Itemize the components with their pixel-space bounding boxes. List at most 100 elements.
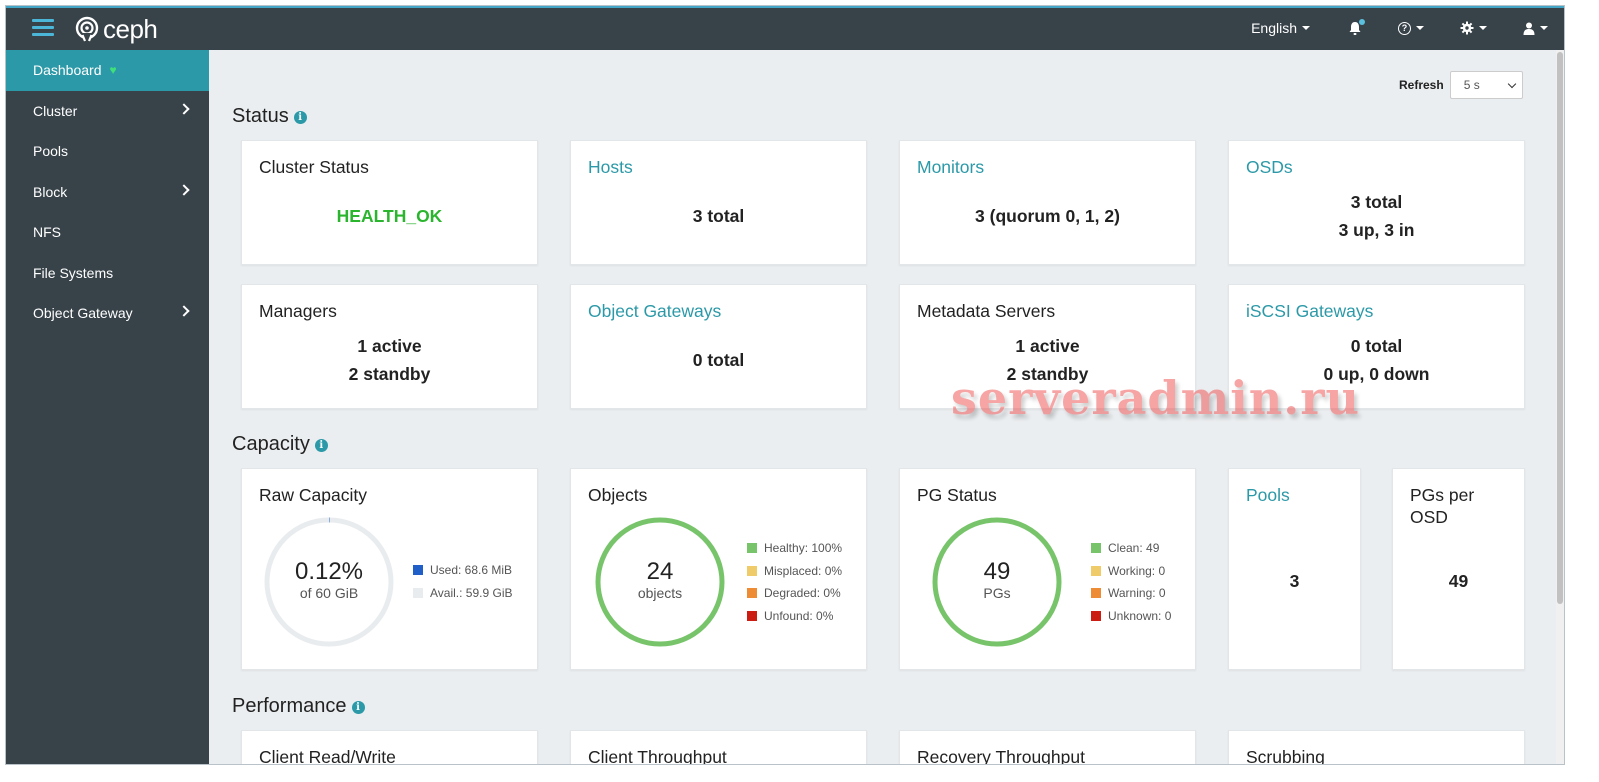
card-title: Metadata Servers [917, 301, 1056, 321]
sidebar-item-label: Pools [33, 143, 69, 160]
donut-clean-arc [932, 517, 1062, 647]
card-title: Client Throughput [588, 747, 727, 765]
card-monitors: Monitors 3 (quorum 0, 1, 2) [899, 140, 1196, 265]
settings-dropdown[interactable] [1460, 6, 1487, 50]
legend-item[interactable]: Unknown: 0 [1091, 605, 1171, 628]
user-dropdown[interactable] [1523, 6, 1548, 50]
page-scrollbar[interactable] [1556, 50, 1564, 764]
help-dropdown[interactable]: ? [1398, 6, 1424, 50]
refresh-control: Refresh 5 s [1399, 71, 1523, 99]
raw-capacity-percent: 0.12% [294, 558, 364, 585]
legend-swatch [1091, 543, 1101, 554]
legend-label: Unknown: 0 [1108, 608, 1172, 623]
monitors-link[interactable]: Monitors [917, 157, 985, 177]
legend-swatch [413, 565, 423, 576]
info-icon[interactable]: i [293, 111, 307, 124]
legend-label: Unfound: 0% [764, 608, 834, 623]
card-pools: Pools 3 [1228, 468, 1361, 670]
pgs-per-osd-value: 49 [1448, 571, 1469, 591]
legend-item[interactable]: Warning: 0 [1091, 582, 1171, 605]
legend-item[interactable]: Avail.: 59.9 GiB [413, 582, 513, 605]
card-cluster-status: Cluster Status HEALTH_OK [241, 140, 538, 265]
raw-capacity-donut [264, 517, 394, 647]
raw-capacity-total: of 60 GiB [299, 585, 359, 601]
donut-center: 49 PGs [930, 558, 1064, 602]
iscsi-total: 0 total [1350, 336, 1403, 356]
info-icon[interactable]: i [314, 439, 328, 452]
sidebar-item-block[interactable]: Block [6, 172, 209, 213]
object-gateways-link[interactable]: Object Gateways [588, 301, 722, 321]
card-client-throughput: Client Throughput [570, 730, 867, 765]
card-raw-capacity: Raw Capacity 0.12% of 60 GiB Used: 68.6 … [241, 468, 538, 670]
donut-center: 24 objects [593, 559, 727, 602]
refresh-interval-select[interactable]: 5 s [1449, 71, 1523, 99]
legend-item[interactable]: Healthy: 100% [747, 537, 842, 560]
donut-used-arc [264, 517, 394, 647]
objects-donut [595, 517, 725, 647]
card-title: Recovery Throughput [917, 747, 1085, 765]
sidebar-item-label: File Systems [33, 264, 114, 281]
scrollbar-thumb[interactable] [1557, 52, 1563, 604]
managers-active: 1 active [357, 336, 422, 356]
brand-name: ceph [103, 14, 158, 44]
legend-item[interactable]: Clean: 49 [1091, 537, 1171, 560]
sidebar-item-file-systems[interactable]: File Systems [6, 253, 209, 294]
donut-center: 0.12% of 60 GiB [262, 558, 396, 602]
dashboard-main: Refresh 5 s Status i Cluster Status HEAL… [209, 50, 1564, 765]
refresh-interval-value: 5 s [1463, 78, 1480, 92]
hosts-link[interactable]: Hosts [588, 157, 633, 177]
card-client-read-write: Client Read/Write [241, 730, 538, 764]
notifications-button[interactable] [1348, 6, 1365, 50]
legend-item[interactable]: Degraded: 0% [747, 582, 842, 605]
pg-status-donut [932, 517, 1062, 647]
card-pgs-per-osd: PGs per OSD 49 [1392, 468, 1525, 670]
legend-swatch [747, 565, 757, 576]
sidebar-item-object-gateway[interactable]: Object Gateway [6, 293, 209, 334]
help-icon: ? [1398, 21, 1411, 35]
legend-label: Avail.: 59.9 GiB [430, 585, 513, 600]
chevron-right-icon [178, 102, 190, 115]
notification-dot [1359, 19, 1365, 25]
card-title-line: PGs per [1410, 485, 1475, 505]
legend-item[interactable]: Misplaced: 0% [747, 560, 842, 583]
card-title: PGs per OSD [1410, 484, 1474, 528]
menu-icon[interactable] [32, 19, 54, 37]
watermark: serveradmin.ru [951, 371, 1360, 425]
sidebar-item-cluster[interactable]: Cluster [6, 91, 209, 132]
card-title-line: OSD [1410, 507, 1448, 527]
hosts-value: 3 total [692, 206, 745, 226]
top-navbar: ceph English ? [6, 6, 1564, 50]
card-title: Cluster Status [259, 157, 369, 177]
chevron-right-icon [178, 183, 190, 196]
language-dropdown[interactable]: English [1251, 6, 1310, 50]
user-icon [1523, 22, 1535, 35]
legend-label: Clean: 49 [1108, 541, 1160, 556]
legend-item[interactable]: Unfound: 0% [747, 605, 842, 628]
legend-swatch [747, 543, 757, 554]
sidebar-item-label: Object Gateway [33, 305, 133, 322]
card-object-gateways: Object Gateways 0 total [570, 284, 867, 409]
iscsi-gateways-link[interactable]: iSCSI Gateways [1246, 301, 1374, 321]
sidebar-item-dashboard[interactable]: Dashboard ♥ [6, 50, 209, 91]
card-title: Raw Capacity [259, 485, 367, 505]
osds-link[interactable]: OSDs [1246, 157, 1293, 177]
legend-item[interactable]: Used: 68.6 MiB [413, 559, 513, 582]
legend-swatch [747, 610, 757, 621]
legend-label: Degraded: 0% [764, 586, 841, 601]
legend-swatch [1091, 610, 1101, 621]
sidebar-item-nfs[interactable]: NFS [6, 212, 209, 253]
pg-count: 49 [983, 558, 1011, 585]
info-icon[interactable]: i [351, 701, 365, 714]
sidebar-item-pools[interactable]: Pools [6, 131, 209, 172]
heartbeat-icon: ♥ [109, 63, 117, 78]
pools-link[interactable]: Pools [1246, 485, 1290, 505]
iscsi-up-down: 0 up, 0 down [1323, 364, 1430, 384]
ceph-logo[interactable]: ceph [74, 14, 158, 44]
sidebar-item-label: Block [33, 183, 68, 200]
card-title: Scrubbing [1246, 747, 1325, 765]
section-title-capacity: Capacity i [232, 433, 328, 456]
legend-label: Healthy: 100% [764, 541, 843, 556]
legend-item[interactable]: Working: 0 [1091, 560, 1171, 583]
legend-label: Used: 68.6 MiB [430, 563, 513, 578]
chevron-down-icon [1507, 79, 1516, 89]
